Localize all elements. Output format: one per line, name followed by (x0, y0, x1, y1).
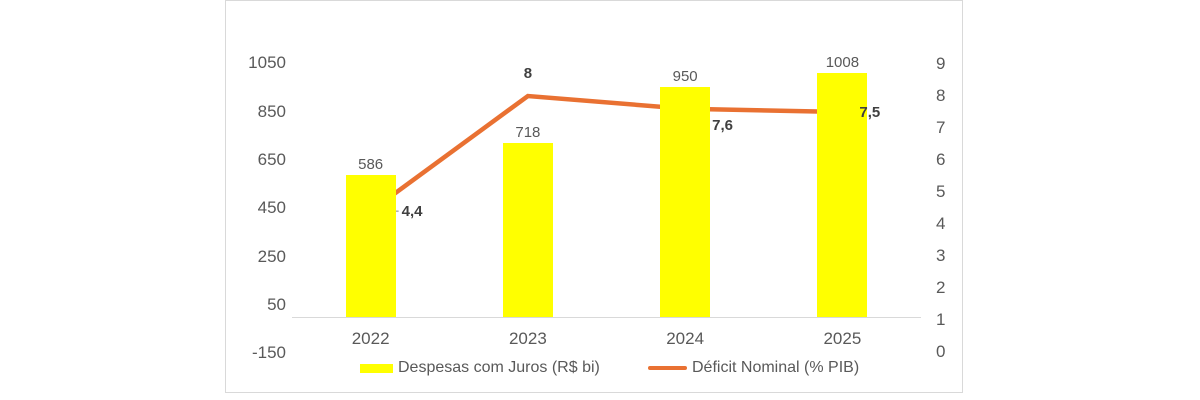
left-axis-tick: -150 (251, 343, 286, 363)
left-axis-tick: 1050 (248, 53, 286, 73)
legend-item-line: Déficit Nominal (% PIB) (648, 358, 859, 378)
category-label: 2024 (666, 329, 705, 348)
left-axis-tick: 250 (257, 246, 286, 266)
category-axis-line (292, 317, 921, 318)
bar-data-label: 950 (672, 68, 698, 86)
left-axis-tick: 50 (267, 294, 286, 314)
right-axis-tick: 7 (936, 118, 946, 137)
bar-series-swatch-icon (360, 363, 393, 373)
legend-label-bars: Despesas com Juros (R$ bi) (398, 359, 600, 376)
right-axis-tick: 6 (936, 150, 946, 169)
right-axis-tick: 4 (936, 214, 946, 233)
left-axis-tick: 450 (257, 198, 286, 218)
bar-2025 (817, 73, 868, 317)
line-data-label: 4,4 (401, 203, 423, 221)
bar-data-label: 586 (358, 156, 384, 174)
right-axis-tick: 8 (936, 86, 946, 105)
line-data-label: 7,6 (712, 116, 733, 134)
line-data-label: 8 (523, 65, 533, 82)
right-axis-tick: 2 (936, 278, 946, 297)
line-data-label: 7,5 (859, 104, 881, 121)
bar-2023 (502, 143, 553, 317)
bar-2022 (345, 175, 396, 317)
legend-label-line: Déficit Nominal (% PIB) (692, 359, 860, 376)
category-label: 2025 (823, 329, 862, 348)
category-label: 2023 (508, 329, 547, 348)
line-series-swatch-icon (648, 366, 687, 370)
right-axis-tick: 3 (936, 246, 946, 265)
bar-data-label: 1008 (825, 54, 860, 72)
right-axis-tick: 0 (936, 342, 946, 361)
category-label: 2022 (351, 329, 390, 348)
left-axis-tick: 850 (257, 101, 286, 121)
bar-data-label: 718 (515, 124, 541, 142)
legend: Despesas com Juros (R$ bi) Déficit Nomin… (0, 358, 1200, 378)
bar-2024 (660, 87, 711, 317)
left-axis-tick: 650 (257, 149, 286, 169)
right-axis-tick: 5 (936, 182, 946, 201)
legend-item-bars: Despesas com Juros (R$ bi) (360, 358, 600, 378)
right-axis-tick: 9 (936, 54, 946, 73)
right-axis-tick: 1 (936, 310, 946, 329)
